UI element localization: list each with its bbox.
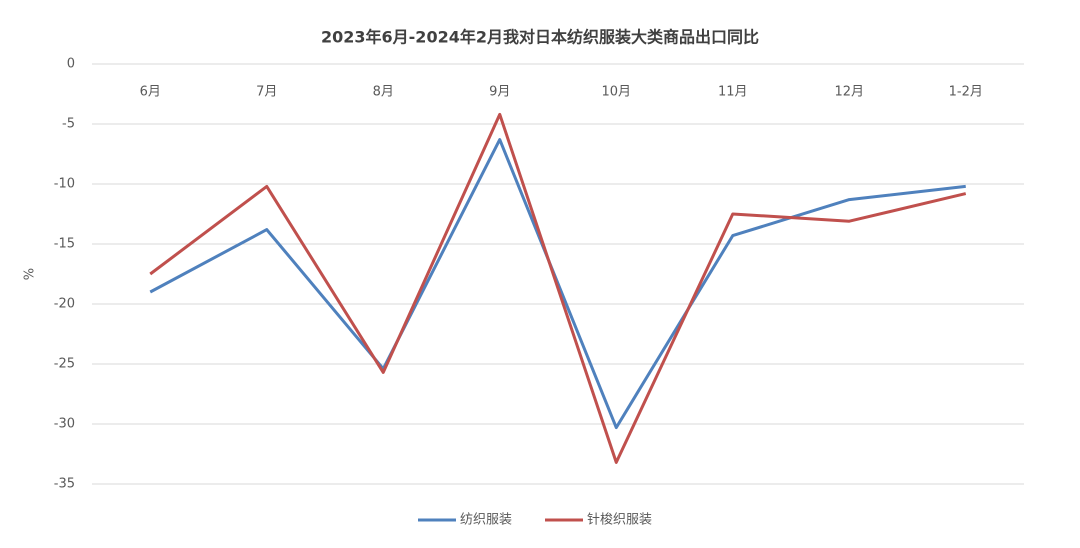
x-tick-label: 6月	[140, 85, 161, 100]
series-line	[149, 138, 966, 430]
y-tick-label: -30	[54, 417, 75, 432]
legend-label: 针梭织服装	[587, 512, 652, 528]
y-tick-label: -5	[62, 117, 75, 132]
chart-title: 2023年6月-2024年2月我对日本纺织服装大类商品出口同比	[321, 28, 759, 47]
y-tick-label: 0	[67, 57, 75, 72]
x-tick-label: 8月	[373, 85, 394, 100]
legend-label: 纺织服装	[460, 513, 512, 528]
y-tick-label: -35	[54, 477, 75, 492]
y-tick-label: -20	[54, 297, 75, 312]
x-tick-label: 12月	[834, 85, 864, 100]
x-tick-label: 9月	[489, 85, 510, 100]
y-tick-label: -25	[54, 357, 75, 372]
series-line	[149, 112, 967, 464]
y-tick-label: -10	[54, 177, 75, 192]
x-tick-label: 11月	[718, 85, 748, 100]
x-tick-label: 7月	[256, 85, 277, 100]
y-tick-label: -15	[54, 237, 75, 252]
y-axis-label: %	[23, 268, 38, 280]
x-tick-label: 10月	[601, 85, 631, 100]
x-tick-label: 1-2月	[949, 85, 983, 100]
